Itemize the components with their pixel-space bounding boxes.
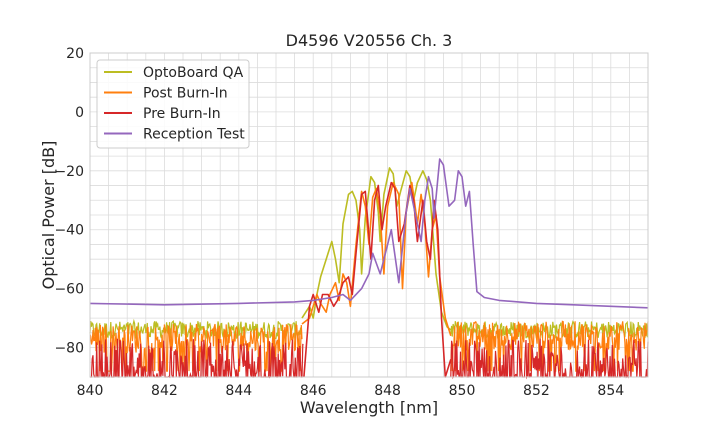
legend-label: Post Burn-In (143, 86, 228, 102)
x-tick-label: 850 (449, 383, 476, 399)
x-axis-label: Wavelength [nm] (300, 398, 438, 417)
y-tick-label: −40 (54, 223, 84, 239)
x-tick-label: 854 (597, 383, 624, 399)
series-line (89, 158, 649, 309)
y-tick-label: −20 (54, 164, 84, 180)
x-tick-label: 844 (225, 383, 252, 399)
y-axis-label: Optical Power [dB] (39, 141, 58, 290)
plot-frame (89, 52, 649, 378)
x-tick-labels: 840 842 844 846 848 850 852 854 (77, 383, 625, 399)
legend: OptoBoard QA Post Burn-In Pre Burn-In Recep… (96, 59, 250, 149)
series-layer (89, 158, 649, 378)
x-tick-label: 840 (77, 383, 104, 399)
y-tick-labels: 20 0 −20 −40 −60 −80 (54, 46, 84, 357)
x-tick-label: 846 (300, 383, 327, 399)
x-tick-label: 848 (374, 383, 401, 399)
y-tick-label: −60 (54, 282, 84, 298)
legend-box (96, 59, 250, 149)
series-line (301, 167, 452, 331)
x-tick-label: 852 (523, 383, 550, 399)
noise-floor-line (450, 338, 649, 380)
y-tick-label: 0 (75, 105, 84, 121)
legend-label: Pre Burn-In (143, 106, 221, 122)
noise-floor-line (89, 323, 303, 372)
series-line (303, 181, 452, 378)
y-tick-label: 20 (66, 46, 84, 62)
y-tick-label: −80 (54, 341, 84, 357)
legend-label: Reception Test (143, 127, 245, 143)
legend-label: OptoBoard QA (143, 65, 244, 81)
x-tick-label: 842 (151, 383, 178, 399)
chart-title: D4596 V20556 Ch. 3 (286, 31, 453, 50)
